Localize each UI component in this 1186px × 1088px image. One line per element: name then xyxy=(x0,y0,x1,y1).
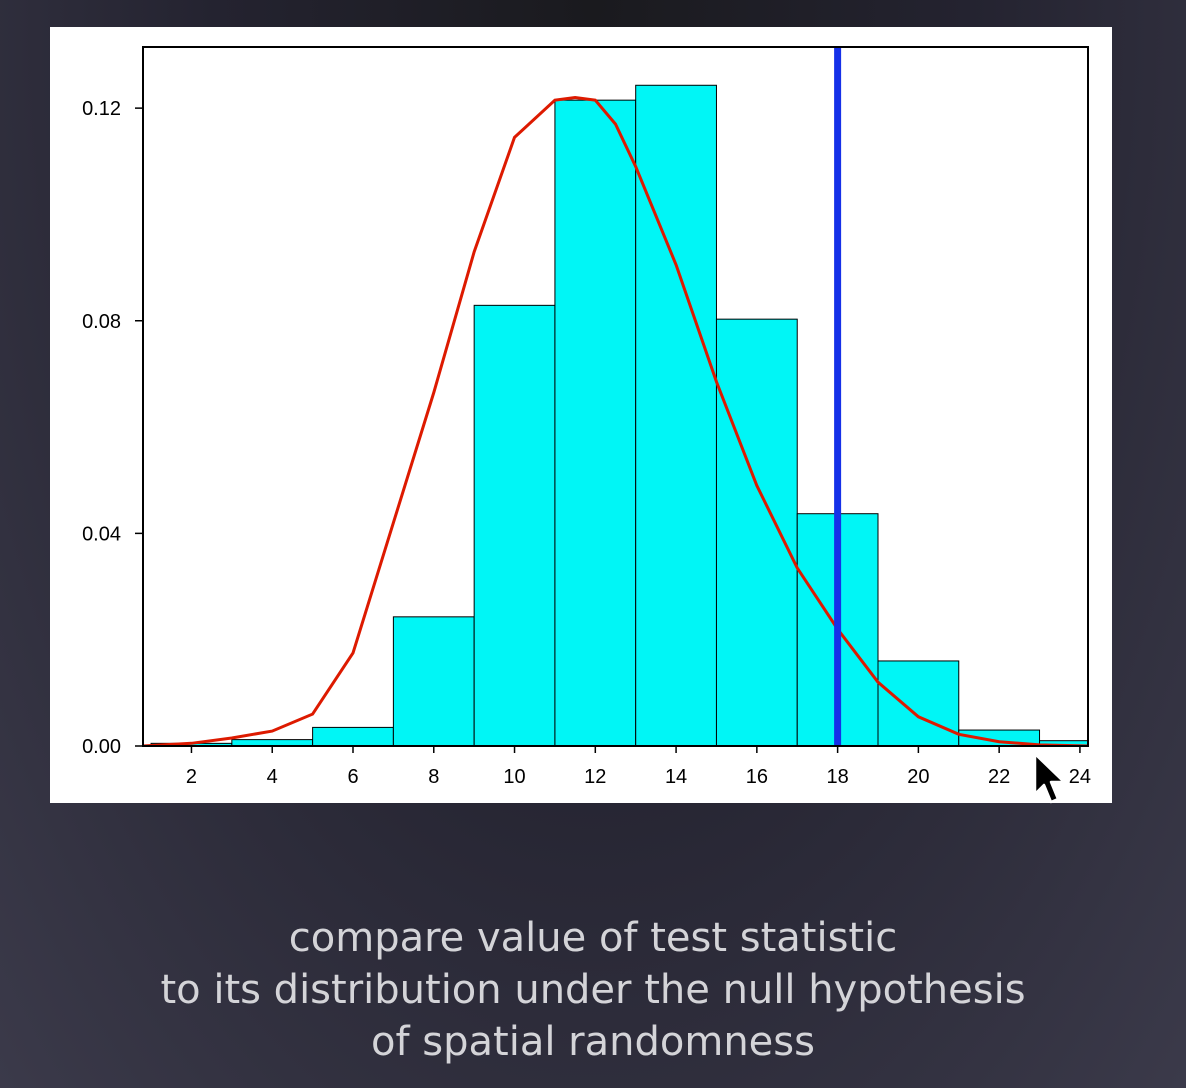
plot-panel: 0.00 0.04 0.08 0.12 2 4 6 8 10 12 14 16 18 20 22 24 xyxy=(50,27,1112,803)
x-tick-label: 4 xyxy=(267,766,278,788)
histogram-bar xyxy=(715,318,798,746)
histogram-bar xyxy=(554,99,637,746)
y-tick-label: 0.08 xyxy=(82,311,121,333)
histogram-bar xyxy=(312,726,394,746)
mouse-pointer-icon xyxy=(1033,752,1066,804)
x-tick-label: 22 xyxy=(988,766,1010,788)
y-tick-label: 0.04 xyxy=(82,523,121,545)
x-tick-label: 24 xyxy=(1069,766,1091,788)
caption-line-2: to its distribution under the null hypot… xyxy=(160,967,1026,1013)
x-tick-label: 16 xyxy=(746,766,768,788)
density-curve xyxy=(143,95,1088,746)
plot-frame xyxy=(142,46,1089,747)
x-tick-label: 2 xyxy=(186,766,197,788)
x-tick-label: 20 xyxy=(907,766,929,788)
histogram-chart: 0.000.040.080.122 4 6 8 10 12 14 16 18 20 22 24 xyxy=(82,46,1091,788)
histogram-bar xyxy=(635,84,717,746)
x-tick-label: 12 xyxy=(584,766,606,788)
x-tick-label: 10 xyxy=(503,766,525,788)
y-tick-label: 0.12 xyxy=(82,98,121,120)
y-tick-label: 0.00 xyxy=(82,736,121,758)
x-tick-label: 8 xyxy=(428,766,439,788)
histogram-bar xyxy=(392,616,475,746)
x-tick-label: 6 xyxy=(347,766,358,788)
slide-caption: compare value of test statistic to its d… xyxy=(0,912,1186,1068)
caption-line-1: compare value of test statistic xyxy=(288,915,898,961)
x-tick-label: 18 xyxy=(826,766,848,788)
x-tick-label: 14 xyxy=(665,766,687,788)
histogram-bar xyxy=(877,660,960,746)
caption-line-3: of spatial randomness xyxy=(371,1019,815,1065)
histogram-bar xyxy=(473,304,556,746)
